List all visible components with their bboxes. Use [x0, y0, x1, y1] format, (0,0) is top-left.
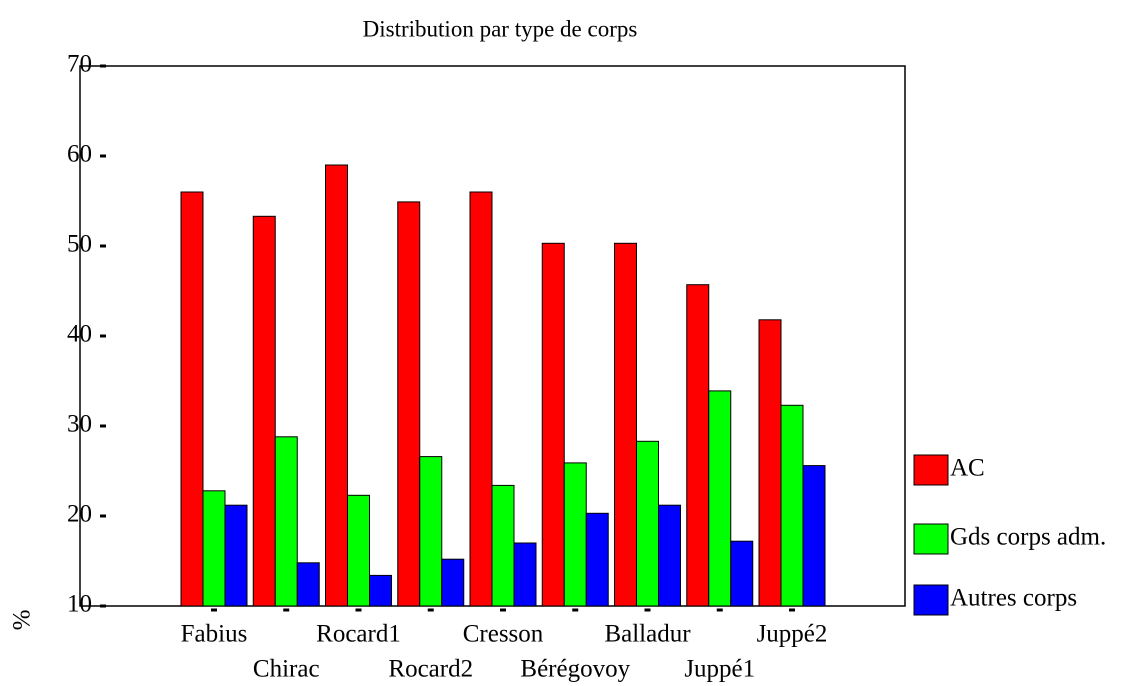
bar: [563, 462, 587, 607]
legend-swatch: [913, 454, 949, 486]
bar: [252, 215, 276, 607]
legend-swatch: [913, 584, 949, 616]
y-tick-label: 20: [67, 501, 92, 528]
y-tick-label: 30: [67, 411, 92, 438]
bar: [202, 490, 226, 607]
bar: [441, 558, 465, 607]
bar: [585, 512, 609, 607]
bar: [274, 436, 298, 607]
bar: [347, 494, 370, 607]
bar: [397, 201, 421, 607]
bar: [614, 242, 637, 607]
y-tick-label: 70: [67, 51, 92, 78]
x-tick-label: Rocard1: [316, 621, 401, 648]
bar: [369, 574, 392, 607]
legend-label: Autres corps: [950, 585, 1077, 612]
y-tick-label: 50: [67, 231, 92, 258]
x-tick-label: Rocard2: [388, 656, 473, 683]
x-tick-label: Balladur: [604, 621, 691, 648]
bar: [658, 504, 681, 607]
bar: [296, 562, 320, 607]
x-tick-label: Chirac: [253, 656, 320, 683]
bar: [491, 484, 515, 607]
y-tick-label: 10: [67, 591, 92, 618]
bar: [780, 404, 804, 607]
y-tick-label: 40: [67, 321, 92, 348]
bar: [419, 456, 443, 607]
x-tick-label: Bérégovoy: [520, 656, 630, 683]
bar: [730, 540, 754, 607]
bar: [513, 542, 537, 607]
x-tick-label: Cresson: [463, 621, 544, 648]
bar: [541, 242, 565, 607]
bar: [802, 465, 826, 607]
bar: [686, 284, 710, 607]
bar: [758, 319, 782, 607]
legend-label: AC: [950, 455, 985, 482]
bar: [469, 191, 493, 607]
bar: [180, 191, 204, 607]
legend-label: Gds corps adm.: [950, 524, 1106, 551]
bar: [325, 164, 348, 607]
y-tick-label: 60: [67, 141, 92, 168]
y-axis-label: %: [9, 610, 36, 631]
x-tick-label: Juppé1: [684, 656, 755, 683]
chart-title: Distribution par type de corps: [363, 16, 638, 41]
bar: [224, 504, 248, 607]
x-tick-label: Fabius: [181, 621, 248, 648]
legend-swatch: [913, 523, 949, 555]
bar: [708, 390, 732, 607]
bar: [636, 440, 659, 607]
x-tick-label: Juppé2: [757, 621, 828, 648]
